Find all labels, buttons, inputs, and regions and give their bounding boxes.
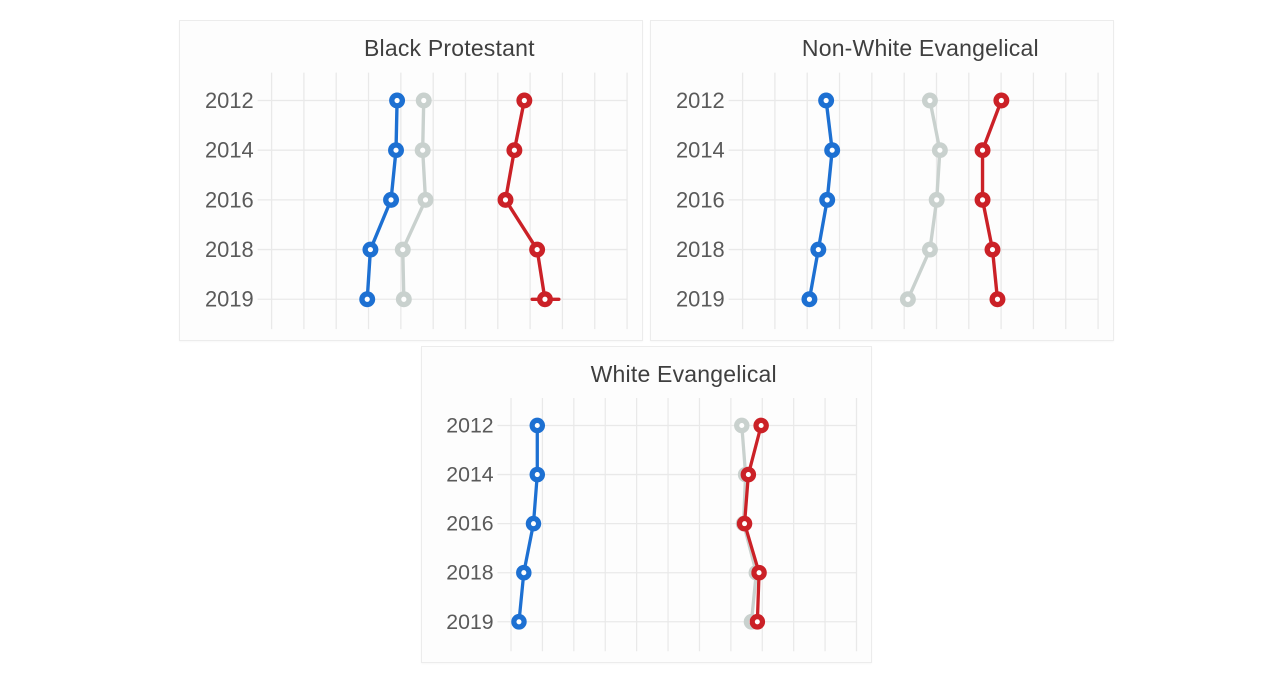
red-series-marker — [740, 466, 757, 483]
blue-series-marker — [389, 92, 406, 109]
blue-series-marker — [383, 191, 400, 208]
chart-title: Non-White Evangelical — [801, 35, 1039, 61]
blue-series-marker — [525, 515, 542, 532]
blue-series-marker — [810, 241, 827, 258]
blue-series-marker — [824, 142, 841, 159]
y-tick-label: 2018 — [205, 237, 254, 262]
chart-canvas: 2012 2014 2016 2018 2019 — [446, 398, 858, 652]
chart-panel-white-evangelical: White Evangelical 2012 2014 2016 2018 2019 — [421, 346, 872, 663]
y-tick-label: 2019 — [446, 610, 493, 634]
y-tick-label: 2014 — [676, 138, 725, 163]
y-tick-label: 2012 — [446, 413, 493, 437]
chart-canvas: 2012 2014 2016 2018 2019 — [676, 72, 1099, 330]
red-series-marker — [736, 515, 753, 532]
gray-series-marker — [395, 291, 412, 308]
red-series-marker — [993, 92, 1010, 109]
y-tick-label: 2012 — [676, 88, 725, 113]
red-series-marker — [497, 191, 514, 208]
gray-series-marker — [899, 291, 916, 308]
red-series-marker — [506, 142, 523, 159]
y-tick-label: 2016 — [676, 187, 725, 212]
y-tick-label: 2019 — [676, 287, 725, 312]
gray-series-marker — [417, 191, 434, 208]
blue-series-marker — [819, 191, 836, 208]
gray-series-marker — [928, 191, 945, 208]
blue-series-marker — [388, 142, 404, 159]
red-series-marker — [984, 241, 1001, 258]
y-tick-label: 2014 — [205, 138, 254, 163]
red-series-marker — [974, 142, 991, 159]
blue-series-marker — [516, 564, 532, 581]
y-tick-label: 2014 — [446, 462, 493, 486]
red-series-marker — [536, 291, 553, 308]
gray-series-marker — [921, 92, 938, 109]
red-series-marker — [751, 564, 767, 581]
y-tick-label: 2012 — [205, 88, 254, 113]
red-series-marker — [516, 92, 533, 109]
blue-series-marker — [801, 291, 818, 308]
blue-series-marker — [362, 241, 379, 258]
blue-series-marker — [818, 92, 835, 109]
blue-series-marker — [529, 417, 546, 434]
y-tick-label: 2018 — [446, 561, 493, 585]
y-tick-label: 2018 — [676, 237, 725, 262]
gray-series-marker — [394, 241, 411, 258]
chart-canvas: 2012 2014 2016 2018 2019 — [205, 72, 628, 330]
y-tick-label: 2019 — [205, 287, 254, 312]
gray-series-marker — [414, 142, 431, 159]
y-tick-label: 2016 — [446, 512, 493, 536]
chart-title: Black Protestant — [364, 35, 535, 61]
y-tick-label: 2016 — [205, 187, 254, 212]
red-series-marker — [989, 291, 1006, 308]
gray-series-marker — [734, 417, 750, 434]
chart-panel-non-white-evangelical: Non-White Evangelical 2012 2014 2016 2018 20… — [650, 20, 1114, 341]
gray-series-marker — [415, 92, 432, 109]
red-series-marker — [529, 241, 546, 258]
red-series-marker — [753, 417, 769, 434]
blue-series-marker — [511, 613, 527, 630]
gray-series-marker — [921, 241, 938, 258]
red-series-marker — [749, 613, 766, 630]
chart-panel-black-protestant: Black Protestant 2012 2014 2016 2018 2019 — [179, 20, 643, 341]
red-series-marker — [974, 191, 991, 208]
chart-title: White Evangelical — [590, 361, 777, 387]
blue-series-marker — [529, 466, 546, 483]
blue-series-marker — [359, 291, 376, 308]
gray-series-marker — [931, 142, 948, 159]
